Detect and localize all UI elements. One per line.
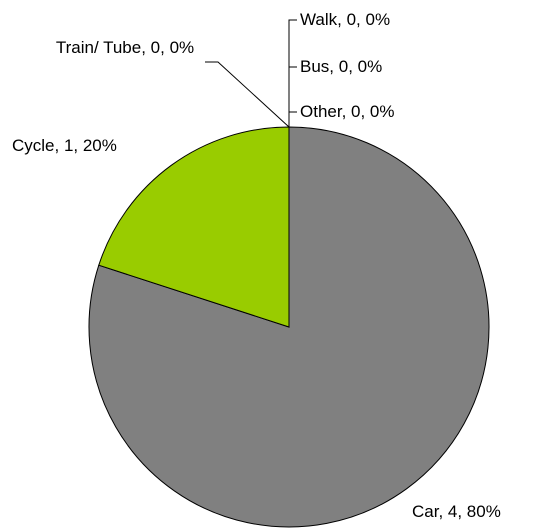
- leader-line: [205, 61, 290, 128]
- data-label: Train/ Tube, 0, 0%: [55, 38, 195, 57]
- data-label: Other, 0, 0%: [300, 102, 395, 121]
- data-label: Bus, 0, 0%: [300, 57, 383, 76]
- pie-slice: [98, 126, 290, 328]
- data-label: Car, 4, 80%: [412, 502, 501, 521]
- data-label: Walk, 0, 0%: [300, 10, 391, 29]
- data-label: Cycle, 1, 20%: [12, 136, 117, 155]
- leader-line: [288, 19, 297, 127]
